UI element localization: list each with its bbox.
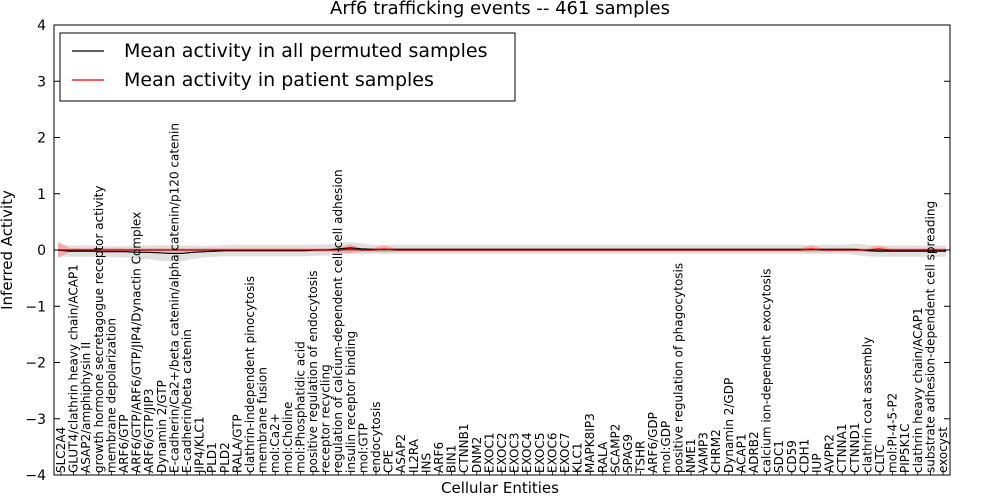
category-label: ARF6 [432, 442, 446, 473]
category-label: membrane fusion [256, 367, 270, 473]
legend-box [59, 32, 516, 102]
category-label: positive regulation of endocytosis [306, 270, 320, 473]
x-axis-ticks [60, 471, 944, 475]
category-label: IL2RA [407, 438, 421, 473]
category-label: CTNNA1 [835, 423, 849, 473]
category-label: mol:Choline [281, 402, 295, 473]
category-label: ACAP1 [734, 434, 748, 473]
category-label: EXOC6 [545, 433, 559, 474]
category-label: mol:GTP [356, 423, 370, 473]
category-label: IUP [810, 453, 824, 473]
category-label: DNM2 [470, 437, 484, 473]
category-label: CLTC [873, 445, 887, 473]
category-label: CTNND1 [848, 422, 862, 473]
category-label: AVPR2 [823, 434, 837, 473]
category-label: EXOC7 [558, 433, 572, 474]
category-label: substrate adhesion-dependent cell spread… [923, 201, 937, 473]
category-label: calcium ion-dependent exocytosis [760, 269, 774, 474]
category-label: SDC1 [772, 440, 786, 473]
category-label: CD59 [785, 440, 799, 473]
category-label: endocytosis [369, 401, 383, 473]
y-tick-label: −3 [25, 412, 46, 428]
category-label: RALA/GTP [230, 414, 244, 473]
category-label: GLUT4/clathrin heavy chain/ACAP1 [67, 264, 81, 473]
category-label: mol:Phosphatidic acid [293, 341, 307, 473]
category-label: SLC2A4 [54, 427, 68, 473]
chart-title: Arf6 trafficking events -- 461 samples [330, 0, 670, 19]
y-tick-label: 2 [37, 131, 46, 147]
y-axis-label: Inferred Activity [0, 190, 16, 310]
category-label: SPAG9 [621, 434, 635, 473]
category-label: CPE [382, 450, 396, 473]
category-label: ARF6/GTP/ARF6/GTP/JIP4/Dynactin Complex [130, 212, 144, 473]
y-tick-label: −4 [25, 468, 46, 484]
category-label: CDH1 [797, 439, 811, 473]
category-label: mol:PI-4-5-P2 [886, 393, 900, 473]
category-label: TSHR [634, 441, 648, 474]
x-axis-label: Cellular Entities [441, 479, 559, 497]
category-label: VAMP3 [697, 432, 711, 473]
category-label: EXOC5 [533, 433, 547, 474]
y-tick-label: −1 [25, 299, 46, 315]
category-label: Dynamin 2/GDP [722, 378, 736, 473]
legend: Mean activity in all permuted samples Me… [59, 32, 516, 102]
category-label: EXOC4 [520, 433, 534, 474]
category-label: E-cadherin/beta catenin [180, 329, 194, 473]
category-label: clathrin-independent pinocytosis [243, 276, 257, 473]
legend-label-permuted: Mean activity in all permuted samples [124, 40, 487, 62]
bands-layer [58, 242, 946, 262]
category-label: KLC1 [571, 442, 585, 473]
category-label: ARF6/GTP [117, 414, 131, 473]
category-label: ARF6/GDP [646, 412, 660, 473]
category-label: CTNNB1 [457, 423, 471, 473]
category-label: growth hormone secretagogue receptor act… [92, 186, 106, 473]
y-axis-ticks: −4 −3 −2 −1 0 1 2 3 4 [25, 18, 950, 484]
y-tick-label: 4 [37, 18, 46, 34]
category-label: clathrin coat assembly [860, 337, 874, 473]
category-label: positive regulation of phagocytosis [671, 263, 685, 473]
category-label: clathrin heavy chain/ACAP1 [911, 307, 925, 473]
category-label: NME1 [684, 438, 698, 473]
category-label: receptor recycling [319, 364, 333, 473]
category-label: E-cadherin/Ca2+/beta catenin/alpha caten… [167, 123, 181, 473]
category-label: ASAP2 [394, 434, 408, 473]
y-tick-label: 1 [37, 187, 46, 203]
category-label: PLD1 [205, 442, 219, 473]
category-label: ADRB2 [747, 431, 761, 473]
category-label: ARF6/GTP/JIP3 [142, 388, 156, 473]
category-label: PIP5K1C [898, 423, 912, 473]
category-label: SCAMP2 [608, 424, 622, 473]
category-label: ASAP2/amphiphysin II [79, 342, 93, 473]
category-label: mol:Ca2+ [268, 413, 282, 473]
category-label: membrane depolarization [104, 318, 118, 473]
y-tick-label: −2 [25, 356, 46, 372]
category-label: INS [419, 453, 433, 473]
legend-label-patient: Mean activity in patient samples [124, 69, 434, 91]
y-tick-label: 3 [37, 74, 46, 90]
category-label: MAPK8IP3 [583, 413, 597, 473]
category-label: insulin receptor binding [344, 331, 358, 473]
category-label: JIP4/KLC1 [193, 416, 207, 474]
category-label: regulation of calcium-dependent cell-cel… [331, 169, 345, 473]
category-label: RALA [596, 441, 610, 473]
category-label: exocyst [936, 427, 950, 473]
category-label: CHRM2 [709, 429, 723, 473]
category-label: Dynamin 2/GTP [155, 380, 169, 473]
lines-layer [54, 247, 950, 254]
category-label: PLD2 [218, 442, 232, 473]
category-label: EXOC1 [482, 433, 496, 474]
y-tick-label: 0 [37, 243, 46, 259]
category-label: mol:GDP [659, 421, 673, 473]
category-label: BIN1 [445, 445, 459, 473]
category-label: EXOC3 [508, 433, 522, 474]
category-label: EXOC2 [495, 433, 509, 474]
